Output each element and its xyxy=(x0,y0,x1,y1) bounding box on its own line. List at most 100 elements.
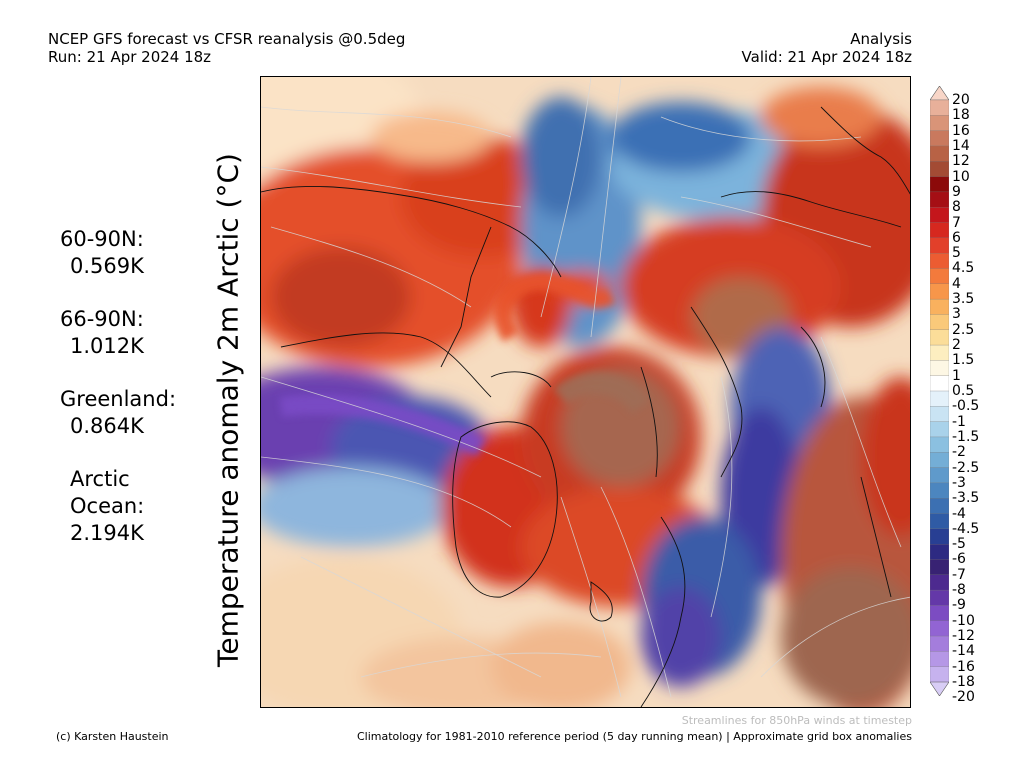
colorbar-swatch xyxy=(930,344,949,361)
colorbar-tick-label: -1.5 xyxy=(952,428,980,445)
colorbar-tick-label: -9 xyxy=(952,597,966,614)
colorbar-swatch xyxy=(930,528,949,545)
colorbar-tick-label: -18 xyxy=(952,674,975,690)
stat-value: 0.864K xyxy=(70,414,144,438)
colorbar-swatch xyxy=(930,406,949,423)
colorbar-swatch xyxy=(930,222,949,239)
colorbar-swatch xyxy=(930,360,949,377)
colorbar-tick-label: -14 xyxy=(952,643,975,660)
colorbar-tick-label: -5 xyxy=(952,536,966,553)
colorbar-tick-label: 5 xyxy=(952,245,961,262)
streamlines-note: Streamlines for 850hPa winds at timestep xyxy=(681,714,912,727)
colorbar-tick-label: 18 xyxy=(952,107,970,124)
colorbar-swatch xyxy=(930,298,949,315)
stat-label: Greenland: xyxy=(60,387,177,411)
colorbar-tick-label: -8 xyxy=(952,582,966,599)
colorbar-bottom-arrow xyxy=(930,681,949,696)
colorbar xyxy=(930,86,949,696)
colorbar-swatch xyxy=(930,467,949,484)
colorbar-tick-label: 14 xyxy=(952,137,970,154)
colorbar-swatch xyxy=(930,176,949,193)
colorbar-tick-label: -1 xyxy=(952,413,966,430)
colorbar-swatch xyxy=(930,452,949,469)
credit: (c) Karsten Haustein xyxy=(56,730,169,743)
colorbar-tick-label: -2.5 xyxy=(952,459,980,476)
colorbar-tick-label: 8 xyxy=(952,199,961,216)
colorbar-swatch xyxy=(930,115,949,132)
analysis-label: Analysis xyxy=(850,30,912,48)
stat-greenland: Greenland: 0.864K xyxy=(60,386,180,440)
colorbar-swatch xyxy=(930,375,949,392)
colorbar-swatch xyxy=(930,589,949,606)
colorbar-tick-label: 3.5 xyxy=(952,291,975,308)
colorbar-swatch xyxy=(930,421,949,438)
colorbar-tick-label: -3.5 xyxy=(952,490,980,507)
colorbar-tick-label: 1.5 xyxy=(952,352,975,369)
colorbar-tick-label: 4 xyxy=(952,275,961,292)
colorbar-swatch xyxy=(930,513,949,530)
colorbar-swatch xyxy=(930,666,949,683)
header-right: Analysis Valid: 21 Apr 2024 18z xyxy=(742,30,912,66)
colorbar-tick-label: 3 xyxy=(952,306,961,323)
colorbar-tick-label: -7 xyxy=(952,566,966,583)
colorbar-tick-label: -0.5 xyxy=(952,398,980,415)
colorbar-swatch xyxy=(930,207,949,224)
colorbar-swatch xyxy=(930,268,949,285)
stat-label: 60-90N: xyxy=(60,227,144,251)
colorbar-tick-label: 20 xyxy=(952,92,970,108)
regional-stats: 60-90N: 0.569K 66-90N: 1.012K Greenland:… xyxy=(60,226,180,573)
colorbar-tick-label: 9 xyxy=(952,183,961,200)
model-title: NCEP GFS forecast vs CFSR reanalysis @0.… xyxy=(48,30,406,48)
stat-value: 2.194K xyxy=(70,521,144,545)
colorbar-tick-label: 2 xyxy=(952,337,961,354)
colorbar-swatch xyxy=(930,559,949,576)
colorbar-tick-label: 2.5 xyxy=(952,321,975,338)
colorbar-swatch xyxy=(930,329,949,346)
colorbar-tick-label: -4 xyxy=(952,505,966,522)
colorbar-swatch xyxy=(930,191,949,208)
colorbar-swatch xyxy=(930,544,949,561)
colorbar-swatch xyxy=(930,145,949,162)
stat-60-90n: 60-90N: 0.569K xyxy=(60,226,180,280)
colorbar-swatch xyxy=(930,390,949,407)
map-canvas xyxy=(261,77,910,707)
colorbar-tick-label: 12 xyxy=(952,153,970,170)
colorbar-swatch xyxy=(930,283,949,300)
colorbar-tick-label: 0.5 xyxy=(952,383,975,399)
colorbar-swatch xyxy=(930,130,949,147)
colorbar-swatch xyxy=(930,436,949,453)
stat-66-90n: 66-90N: 1.012K xyxy=(60,306,180,360)
colorbar-swatch xyxy=(930,620,949,637)
run-time: Run: 21 Apr 2024 18z xyxy=(48,48,212,66)
stat-label: 66-90N: xyxy=(60,307,144,331)
stat-value: 1.012K xyxy=(70,334,144,358)
colorbar-tick-label: -12 xyxy=(952,628,975,645)
colorbar-tick-label: -10 xyxy=(952,612,975,629)
colorbar-top-arrow xyxy=(930,86,949,101)
colorbar-swatch xyxy=(930,161,949,178)
header-left: NCEP GFS forecast vs CFSR reanalysis @0.… xyxy=(48,30,405,66)
colorbar-tick-label: -4.5 xyxy=(952,520,980,537)
colorbar-swatch xyxy=(930,237,949,254)
colorbar-tick-label: -20 xyxy=(952,689,975,706)
colorbar-tick-label: 4.5 xyxy=(952,260,975,277)
colorbar-swatch xyxy=(930,651,949,668)
colorbar-tick-label: -6 xyxy=(952,551,966,568)
valid-time: Valid: 21 Apr 2024 18z xyxy=(741,48,912,66)
stat-arctic-ocean: Arctic Ocean: 2.194K xyxy=(60,466,180,547)
colorbar-swatch xyxy=(930,99,949,116)
colorbar-swatch xyxy=(930,498,949,515)
colorbar-tick-label: 1 xyxy=(952,367,961,384)
colorbar-tick-label: -2 xyxy=(952,444,966,461)
colorbar-tick-label: 16 xyxy=(952,122,970,139)
colorbar-swatch xyxy=(930,605,949,622)
colorbar-swatch xyxy=(930,574,949,591)
colorbar-tick-label: 6 xyxy=(952,229,961,246)
climatology-note: Climatology for 1981-2010 reference peri… xyxy=(356,730,912,743)
colorbar-tick-label: 10 xyxy=(952,168,970,185)
colorbar-tick-label: -16 xyxy=(952,658,975,675)
colorbar-tick-label: -3 xyxy=(952,474,966,491)
colorbar-swatch xyxy=(930,482,949,499)
colorbar-labels: 20 18 16 14 12 10 9 8 7 6 5 4.5 4 3.5 3 2.5 2 1.5 1 0.5 -0.5… xyxy=(952,86,1022,705)
colorbar-swatch xyxy=(930,635,949,652)
